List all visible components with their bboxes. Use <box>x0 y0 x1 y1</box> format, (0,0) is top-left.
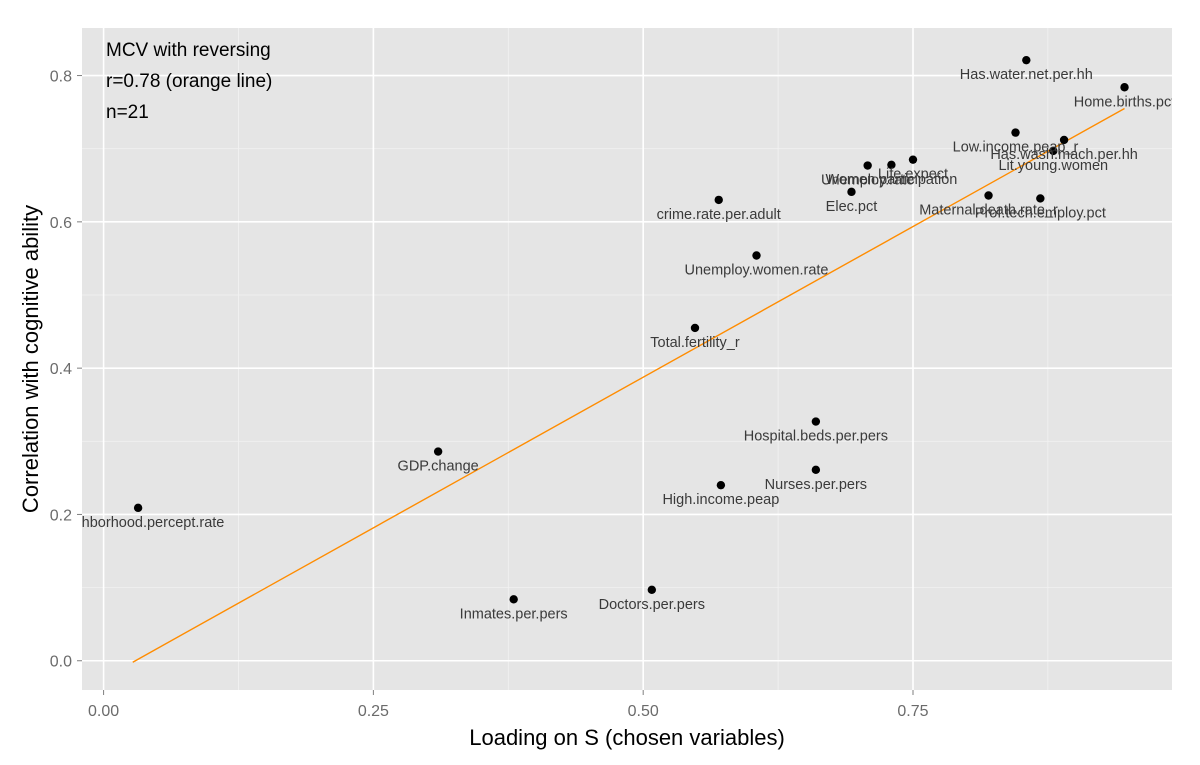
y-tick-label: 0.2 <box>50 507 72 524</box>
point-label: Low.income.peap_r <box>953 140 1079 156</box>
data-point <box>1059 135 1069 145</box>
axis-ticks: 0.00 0.25 0.50 0.75 0.0 0.2 0.4 0.6 0.8 <box>50 69 929 720</box>
point-label: Doctors.per.pers <box>599 597 705 613</box>
data-point <box>863 161 872 170</box>
point-label: Has.wash.mach.per.hh <box>990 147 1138 163</box>
minor-gridlines <box>82 28 1172 690</box>
fit-line <box>132 107 1125 663</box>
point-label: Neighborhood.percept.rate <box>52 515 225 531</box>
data-point <box>847 187 856 197</box>
point-label: Inmates.per.pers <box>460 606 568 622</box>
data-point <box>690 323 700 333</box>
data-point <box>1120 83 1129 92</box>
point-labels-layer: Has.water.net.per.hh Home.births.pct Low.i… <box>52 67 1176 622</box>
point-label: Has.water.net.per.hh <box>960 67 1093 83</box>
point-label: Total.fertility_r <box>650 335 740 351</box>
data-point <box>1049 146 1058 156</box>
points-layer <box>133 55 1129 604</box>
data-point <box>811 417 821 426</box>
y-tick-label: 0.4 <box>50 361 72 378</box>
data-point <box>1022 55 1031 65</box>
data-point <box>714 195 723 205</box>
x-tick-label: 0.50 <box>628 703 659 720</box>
point-label: Life.expect <box>878 167 948 183</box>
point-label: Unemploy.women.rate <box>685 262 829 278</box>
annotation-n: n=21 <box>106 102 149 123</box>
point-label: Hospital.beds.per.pers <box>744 429 888 445</box>
fit-line-layer <box>132 107 1125 663</box>
data-point <box>752 251 761 260</box>
data-point <box>811 465 821 475</box>
data-point <box>1036 194 1045 203</box>
plot-panel <box>82 28 1172 690</box>
point-label: GDP.change <box>398 459 479 475</box>
annotation-block: MCV with reversing r=0.78 (orange line) … <box>106 40 272 123</box>
point-label: High.income.peap <box>662 492 779 508</box>
x-tick-label: 0.75 <box>897 703 928 720</box>
data-point <box>509 595 518 604</box>
data-point <box>647 585 657 594</box>
major-gridlines <box>82 28 1172 690</box>
point-label: Nurses.per.pers <box>765 477 867 493</box>
point-label: Maternal.death.rate_r <box>919 203 1058 219</box>
y-axis-title: Correlation with cognitive ability <box>18 205 43 513</box>
x-axis-title: Loading on S (chosen variables) <box>469 725 785 750</box>
x-tick-label: 0.00 <box>88 703 119 720</box>
x-tick-label: 0.25 <box>358 703 389 720</box>
point-label: Unemploy.rate <box>821 173 914 189</box>
annotation-correlation: r=0.78 (orange line) <box>106 71 272 92</box>
point-label: Elec.pct <box>826 199 878 215</box>
y-tick-label: 0.8 <box>50 69 72 86</box>
point-label: Prof.tech.employ.pct <box>975 205 1106 221</box>
point-label: Lit.young.women <box>998 158 1108 174</box>
data-point <box>1011 128 1020 137</box>
data-point <box>716 480 726 490</box>
point-label: crime.rate.per.adult <box>657 207 781 223</box>
data-point <box>133 503 143 513</box>
point-label: Home.births.pct <box>1074 94 1176 110</box>
data-point <box>887 160 896 169</box>
annotation-title: MCV with reversing <box>106 40 271 61</box>
y-tick-label: 0.0 <box>50 654 72 671</box>
data-point <box>984 191 993 200</box>
point-label: Women.participation <box>825 172 957 188</box>
data-point <box>433 447 443 456</box>
data-point <box>908 155 918 164</box>
y-tick-label: 0.6 <box>50 215 72 232</box>
